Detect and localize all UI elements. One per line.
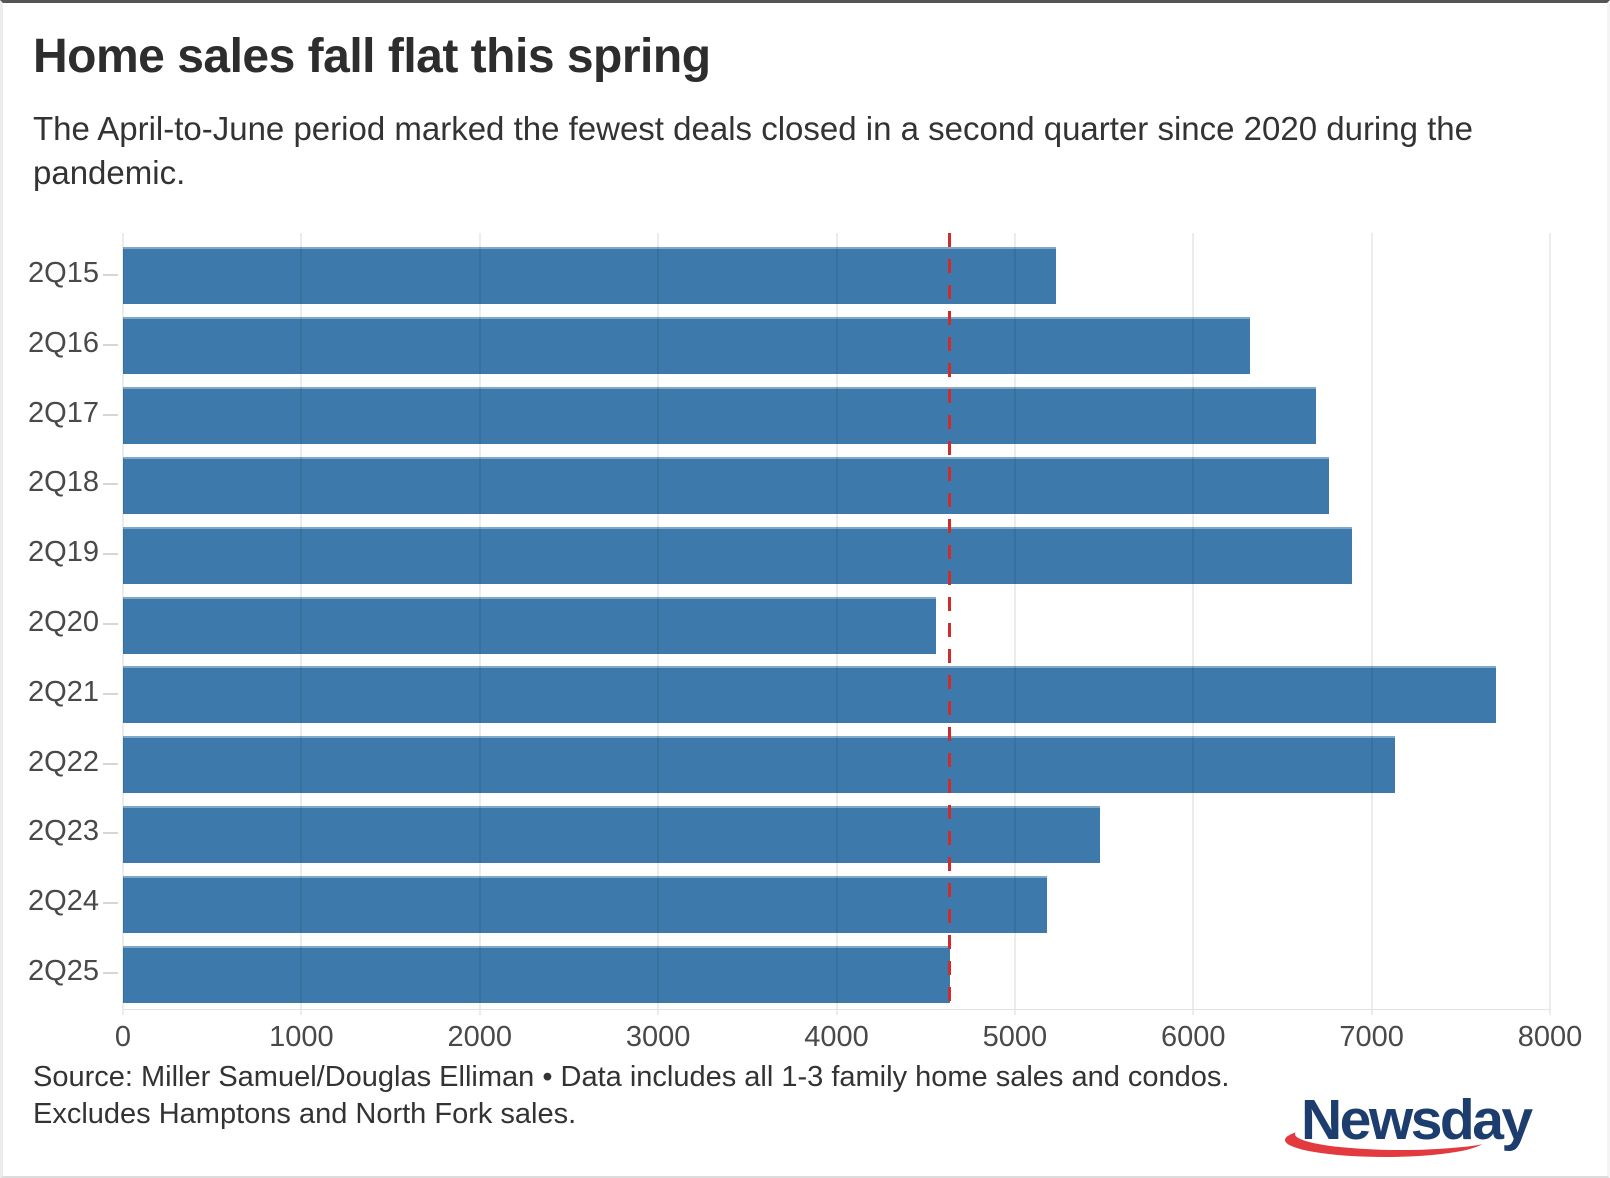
y-axis-label: 2Q23 xyxy=(28,815,99,848)
y-axis-label: 2Q15 xyxy=(28,256,99,289)
y-tick xyxy=(103,972,118,975)
y-axis-label: 2Q16 xyxy=(28,326,99,359)
x-tick-label: 2000 xyxy=(447,1021,513,1053)
y-tick xyxy=(103,623,118,625)
source-note: Source: Miller Samuel/Douglas Elliman • … xyxy=(33,1061,1230,1131)
y-axis-label: 2Q24 xyxy=(28,885,99,918)
y-axis-label: 2Q19 xyxy=(28,536,99,569)
x-tick-label: 0 xyxy=(114,1021,132,1053)
gridline-7000 xyxy=(1370,233,1373,1015)
y-axis-label: 2Q22 xyxy=(28,745,99,778)
gridline-4000 xyxy=(835,233,838,1015)
x-tick-label: 4000 xyxy=(804,1021,869,1053)
y-axis-label: 2Q20 xyxy=(28,606,99,638)
y-axis-label: 2Q21 xyxy=(28,675,99,708)
bar-2q21 xyxy=(123,666,1496,724)
y-tick xyxy=(103,692,118,695)
page-title: Home sales fall flat this spring xyxy=(33,30,711,83)
gridline-6000 xyxy=(1192,233,1195,1015)
bar-2q17 xyxy=(123,387,1317,445)
bar-chart: 2Q15 2Q16 2Q17 2Q18 2Q19 2Q20 2Q21 2Q22 2Q23 2Q24… xyxy=(3,3,1607,1176)
y-tick xyxy=(103,483,118,486)
x-tick-label: 3000 xyxy=(625,1021,691,1053)
newsday-wordmark: Newsday xyxy=(1301,1088,1533,1152)
gridline-8000 xyxy=(1549,233,1551,1015)
y-tick xyxy=(103,413,118,416)
y-tick xyxy=(103,762,118,765)
gridline-1000 xyxy=(300,233,303,1015)
page-subtitle: The April-to-June period marked the fewe… xyxy=(33,110,1474,191)
newsday-swoosh-icon xyxy=(1285,1118,1507,1157)
y-axis-label: 2Q25 xyxy=(28,955,99,988)
bar-2q22 xyxy=(123,736,1395,794)
x-tick-label: 1000 xyxy=(269,1021,334,1053)
y-tick xyxy=(103,343,118,346)
reference-line xyxy=(948,233,952,1008)
bar-2q16 xyxy=(123,317,1251,375)
y-tick xyxy=(103,832,118,835)
gridline-5000 xyxy=(1013,233,1016,1015)
bar-2q15 xyxy=(123,247,1056,305)
x-tick-label: 8000 xyxy=(1517,1021,1583,1053)
axis-baseline xyxy=(123,1009,1550,1010)
bar-2q24 xyxy=(123,875,1047,933)
bar-2q25 xyxy=(123,945,950,1003)
bar-2q19 xyxy=(123,526,1352,584)
x-tick-label: 5000 xyxy=(982,1021,1048,1053)
y-tick xyxy=(103,902,118,905)
bar-2q18 xyxy=(123,456,1329,514)
x-tick-label: 7000 xyxy=(1339,1021,1404,1053)
gridline-2000 xyxy=(478,233,481,1015)
y-tick xyxy=(103,553,118,556)
newsday-logo: Newsday xyxy=(1285,1079,1560,1159)
bar-2q20 xyxy=(123,596,937,654)
y-axis-label: 2Q18 xyxy=(28,466,99,499)
gridline-3000 xyxy=(657,233,660,1015)
y-axis-label: 2Q17 xyxy=(28,396,99,429)
bar-2q23 xyxy=(123,805,1101,863)
y-tick xyxy=(103,273,118,276)
gridline-0 xyxy=(122,233,124,1015)
x-tick-label: 6000 xyxy=(1160,1021,1226,1053)
